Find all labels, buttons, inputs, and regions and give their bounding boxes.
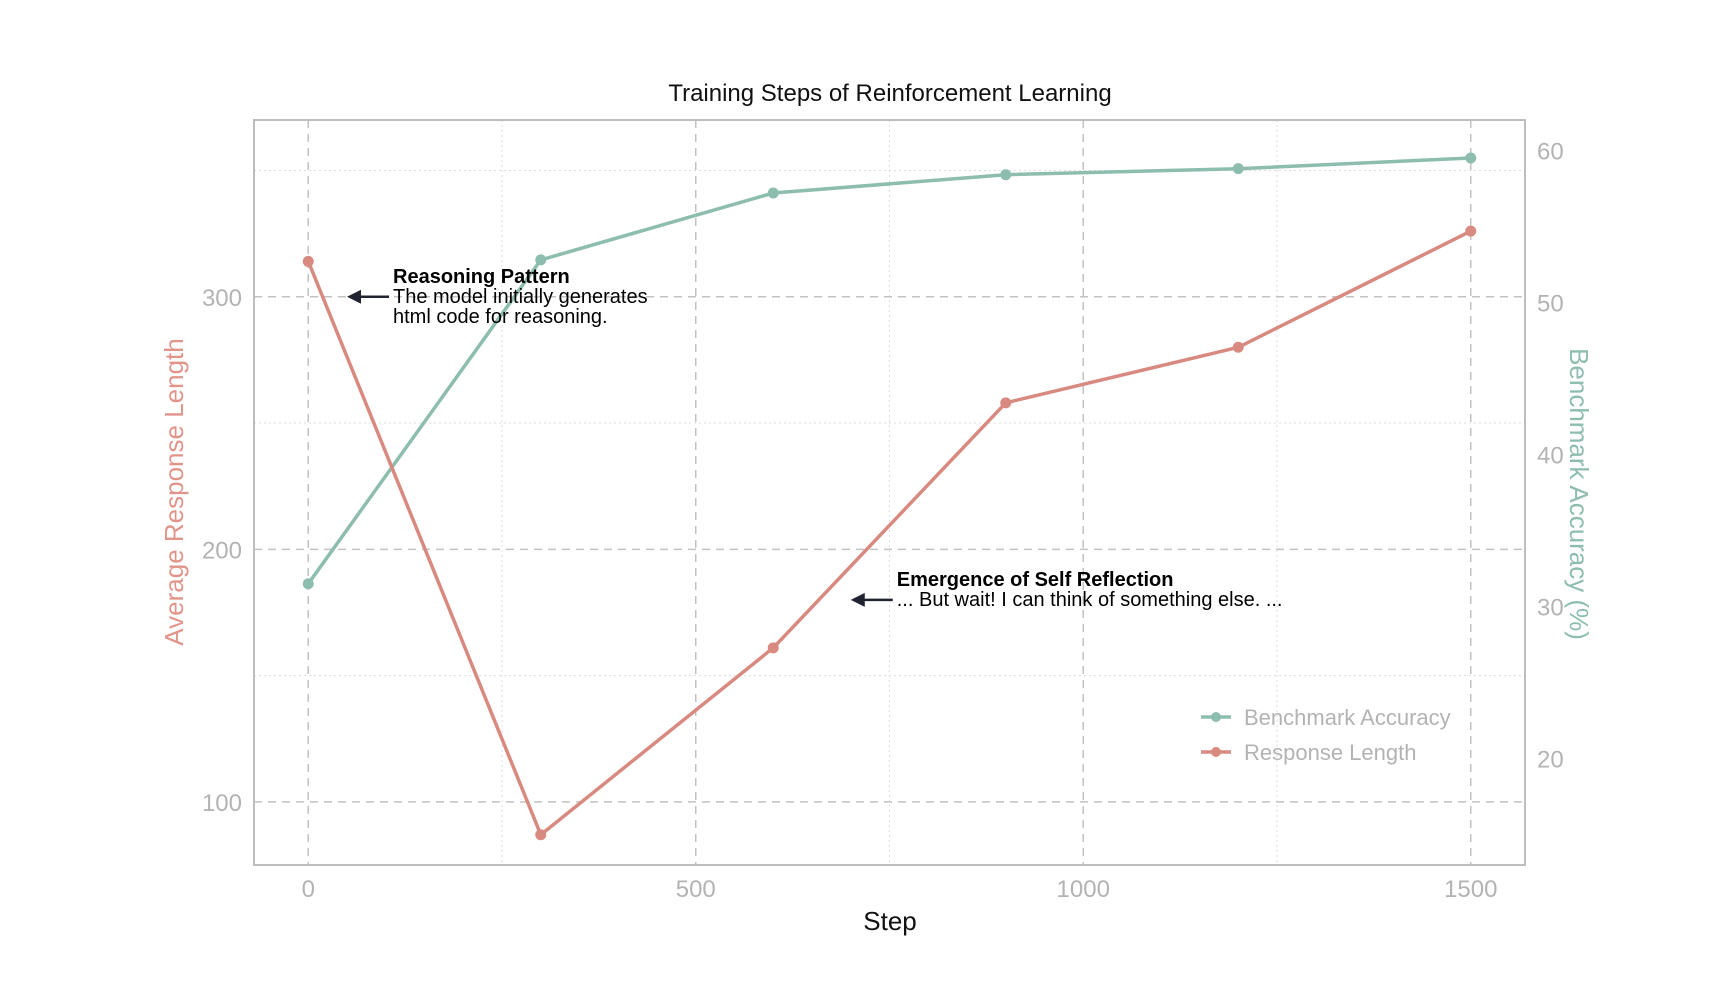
series-line bbox=[306, 156, 1471, 585]
data-point bbox=[1000, 397, 1012, 409]
annotation-arrow-head bbox=[347, 289, 361, 304]
data-point bbox=[1232, 341, 1244, 353]
y-axis-right-title: Benchmark Accuracy (%) bbox=[1564, 348, 1594, 640]
legend-marker bbox=[1211, 747, 1221, 757]
legend-label: Response Length bbox=[1244, 740, 1416, 765]
plot-frame bbox=[253, 119, 1526, 866]
x-tick-label: 0 bbox=[302, 876, 315, 903]
data-point bbox=[302, 255, 314, 267]
x-axis-title: Step bbox=[863, 906, 917, 936]
annotation-title: Emergence of Self Reflection bbox=[897, 569, 1174, 591]
chart-title: Training Steps of Reinforcement Learning bbox=[668, 80, 1111, 107]
x-tick-label: 1500 bbox=[1444, 876, 1497, 903]
series bbox=[302, 152, 1477, 841]
data-point bbox=[302, 578, 314, 590]
data-point bbox=[535, 829, 547, 841]
y-right-tick-label: 50 bbox=[1537, 290, 1564, 317]
x-tick-label: 1000 bbox=[1057, 876, 1110, 903]
series-line bbox=[306, 229, 1472, 837]
data-point bbox=[535, 254, 547, 266]
data-point bbox=[1232, 163, 1244, 175]
y-right-tick-label: 30 bbox=[1537, 595, 1564, 622]
data-point bbox=[767, 642, 779, 654]
y-right-tick-label: 40 bbox=[1537, 442, 1564, 469]
annotation-text: The model initially generates bbox=[393, 286, 648, 308]
legend: Benchmark Accuracy Response Length bbox=[1201, 705, 1451, 765]
tick-labels: 0 500 1000 1500 100 200 300 20 30 40 50 60 bbox=[202, 138, 1564, 903]
y-axis-left-title: Average Response Length bbox=[159, 338, 189, 645]
y-right-tick-label: 20 bbox=[1537, 747, 1564, 774]
grid bbox=[254, 120, 1525, 865]
y-left-tick-label: 100 bbox=[202, 790, 242, 817]
data-point bbox=[1465, 152, 1477, 164]
legend-marker bbox=[1211, 712, 1221, 722]
y-left-tick-label: 300 bbox=[202, 285, 242, 312]
data-point bbox=[1465, 225, 1477, 237]
data-point bbox=[1000, 169, 1012, 181]
x-tick-label: 500 bbox=[676, 876, 716, 903]
legend-label: Benchmark Accuracy bbox=[1244, 705, 1451, 730]
annotation-text: ... But wait! I can think of something e… bbox=[897, 589, 1283, 611]
data-point bbox=[767, 187, 779, 199]
y-left-tick-label: 200 bbox=[202, 537, 242, 564]
annotation-arrow-head bbox=[850, 592, 865, 607]
annotation-text: html code for reasoning. bbox=[393, 306, 608, 328]
annotation-title: Reasoning Pattern bbox=[393, 266, 570, 288]
y-right-tick-label: 60 bbox=[1537, 138, 1564, 165]
